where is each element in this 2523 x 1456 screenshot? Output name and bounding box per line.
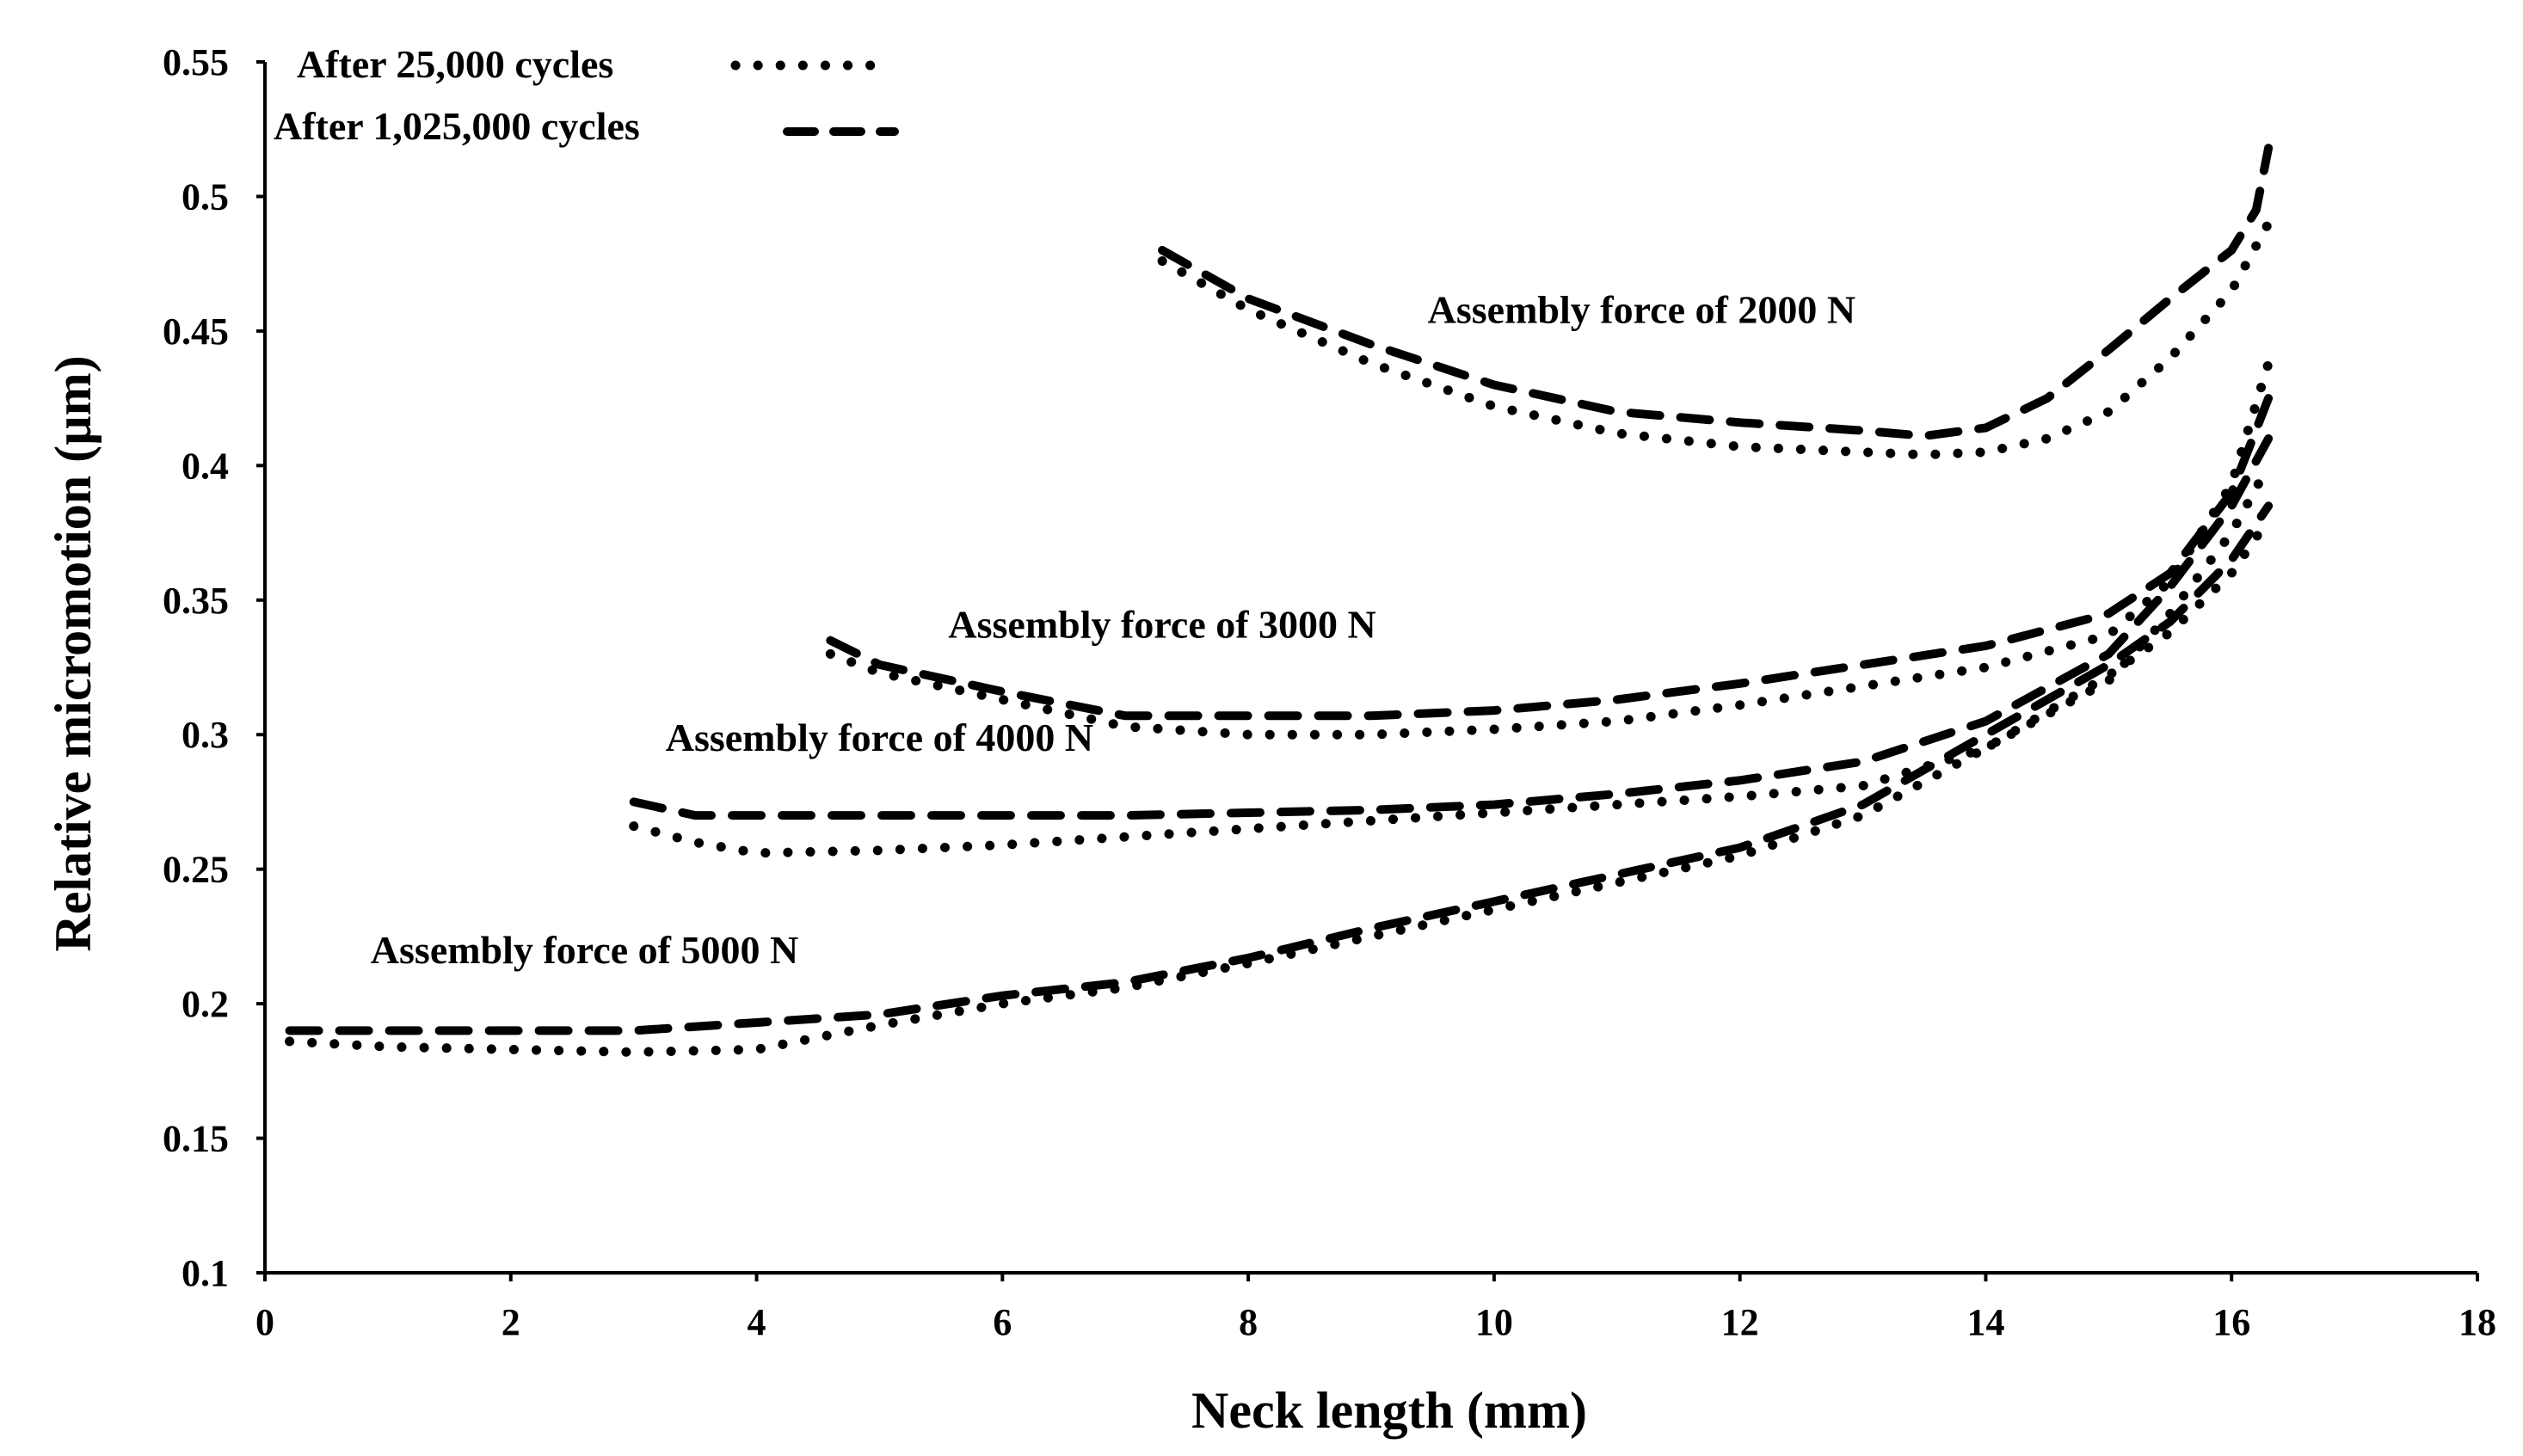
tick-labels: 0 2 4 6 8 10 12 14 16 18 0.1 0.15 0.2 0.25 0.3 0.35 0.4 0… <box>163 41 2496 1343</box>
x-axis-title: Neck length (mm) <box>1191 1382 1587 1439</box>
annotation-label: Assembly force of 2000 N <box>1428 288 1855 332</box>
x-tick-label: 12 <box>1721 1301 1759 1343</box>
series-dashed-2000N <box>1158 144 2274 440</box>
legend: After 25,000 cycles After 1,025,000 cycl… <box>274 42 899 148</box>
legend-label-dotted: After 25,000 cycles <box>297 42 613 86</box>
y-tick-label: 0.55 <box>163 41 229 83</box>
x-tick-label: 14 <box>1966 1301 2004 1343</box>
series-dashed-4000N <box>629 434 2274 820</box>
x-tick-label: 6 <box>993 1301 1012 1343</box>
series-dotted-2000N <box>1157 218 2274 460</box>
y-tick-label: 0.15 <box>163 1118 229 1160</box>
annotation-label: Assembly force of 3000 N <box>948 603 1375 647</box>
x-tick-label: 16 <box>2212 1301 2250 1343</box>
y-tick-label: 0.3 <box>182 714 229 756</box>
annotation-label: Assembly force of 4000 N <box>666 716 1093 759</box>
x-tick-label: 10 <box>1475 1301 1513 1343</box>
annotation-label: Assembly force of 5000 N <box>371 928 798 972</box>
y-tick-label: 0.35 <box>163 580 229 622</box>
axes <box>263 62 2477 1275</box>
legend-label-dashed: After 1,025,000 cycles <box>274 104 640 148</box>
y-tick-label: 0.2 <box>182 983 229 1025</box>
annotations: Assembly force of 2000 N Assembly force o… <box>371 288 1855 973</box>
y-tick-label: 0.1 <box>182 1252 229 1294</box>
y-tick-label: 0.5 <box>182 175 229 218</box>
x-tick-label: 0 <box>255 1301 274 1343</box>
y-tick-label: 0.45 <box>163 310 229 353</box>
x-tick-label: 4 <box>748 1301 766 1343</box>
series-dashed-3000N <box>826 394 2274 721</box>
series-dotted-5000N <box>285 514 2274 1057</box>
series-group <box>285 144 2274 1057</box>
x-tick-label: 2 <box>502 1301 520 1343</box>
series-dotted-3000N <box>825 358 2274 740</box>
y-tick-label: 0.25 <box>163 849 229 891</box>
x-tick-label: 8 <box>1239 1301 1258 1343</box>
x-tick-label: 18 <box>2458 1301 2496 1343</box>
y-tick-label: 0.4 <box>182 445 229 487</box>
y-axis-title: Relative micromotion (µm) <box>45 355 102 951</box>
